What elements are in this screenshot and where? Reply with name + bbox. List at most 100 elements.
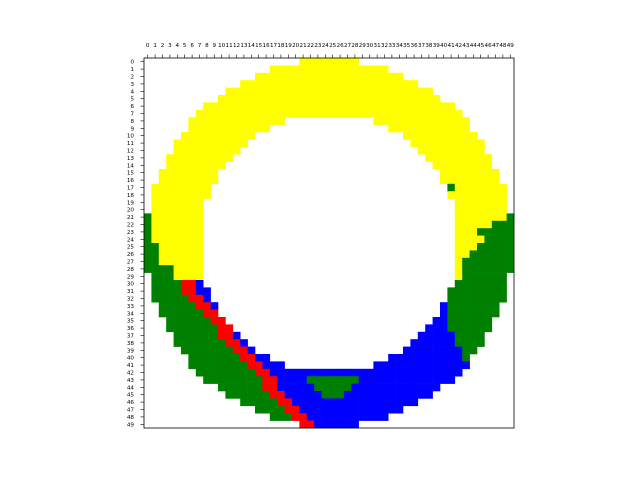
heatmap-cell-8-37 <box>417 117 426 125</box>
y-axis-ticks: 0123456789101112131415161718192021222324… <box>127 60 144 428</box>
heatmap-cell-10-6 <box>188 132 197 140</box>
heatmap-cell-49-22 <box>306 420 315 429</box>
heatmap-cell-10-11 <box>225 132 234 140</box>
heatmap-cell-44-32 <box>380 383 389 392</box>
heatmap-cell-17-4 <box>173 183 182 192</box>
heatmap-cell-48-28 <box>351 413 359 421</box>
heatmap-cell-21-49 <box>506 213 515 222</box>
heatmap-cell-45-11 <box>225 391 234 399</box>
heatmap-cell-3-21 <box>299 80 308 88</box>
heatmap-cell-2-31 <box>373 72 382 81</box>
heatmap-cell-28-47 <box>491 265 500 273</box>
heatmap-cell-11-41 <box>447 139 456 148</box>
heatmap-cell-34-40 <box>440 309 448 318</box>
heatmap-cell-31-47 <box>491 287 500 296</box>
heatmap-cell-27-43 <box>462 257 470 266</box>
heatmap-cell-14-46 <box>484 161 493 170</box>
heatmap-cell-44-34 <box>395 383 404 392</box>
heatmap-cell-41-9 <box>210 361 219 370</box>
heatmap-cell-25-4 <box>173 243 182 251</box>
heatmap-cell-45-23 <box>314 391 322 399</box>
x-tick-label: 9 <box>213 43 217 49</box>
heatmap-cell-11-13 <box>240 139 248 148</box>
heatmap-cell-28-3 <box>166 265 174 273</box>
heatmap-cell-20-44 <box>469 206 478 214</box>
heatmap-cell-40-6 <box>188 354 197 362</box>
y-tick-label: 21 <box>127 215 135 221</box>
heatmap-cell-38-5 <box>181 339 189 347</box>
y-tick-label: 32 <box>127 297 134 303</box>
heatmap-cell-6-28 <box>351 102 359 111</box>
heatmap-cell-44-23 <box>314 383 322 392</box>
heatmap-cell-10-44 <box>469 132 478 140</box>
heatmap-cell-37-6 <box>188 331 197 340</box>
heatmap-cell-7-18 <box>277 109 285 118</box>
heatmap-cell-34-43 <box>462 309 470 318</box>
heatmap-cell-43-37 <box>417 376 426 384</box>
heatmap-cell-46-22 <box>306 398 315 407</box>
heatmap-cell-20-3 <box>166 206 174 214</box>
heatmap-cell-15-47 <box>491 169 500 177</box>
heatmap-cell-43-8 <box>203 376 211 384</box>
heatmap-cell-15-5 <box>181 169 189 177</box>
heatmap-cell-5-15 <box>255 95 263 103</box>
heatmap-cell-41-7 <box>195 361 204 370</box>
heatmap-cell-45-35 <box>403 391 411 399</box>
heatmap-cell-15-8 <box>203 169 211 177</box>
heatmap-cell-29-7 <box>195 272 204 281</box>
heatmap-cell-7-21 <box>299 109 308 118</box>
heatmap-cell-27-2 <box>158 257 167 266</box>
heatmap-cell-31-7 <box>195 287 204 296</box>
heatmap-cell-42-14 <box>247 368 256 377</box>
heatmap-cell-12-38 <box>425 146 433 155</box>
heatmap-cell-35-40 <box>440 317 448 325</box>
y-tick-label: 30 <box>127 282 135 288</box>
heatmap-cell-47-16 <box>262 405 271 414</box>
heatmap-cell-7-34 <box>395 109 404 118</box>
heatmap-cell-42-33 <box>388 368 396 377</box>
heatmap-cell-28-45 <box>477 265 485 273</box>
heatmap-cell-43-31 <box>373 376 382 384</box>
heatmap-cell-17-5 <box>181 183 189 192</box>
heatmap-cell-21-42 <box>454 213 463 222</box>
heatmap-cell-41-12 <box>232 361 241 370</box>
heatmap-cell-7-23 <box>314 109 322 118</box>
heatmap-cell-15-2 <box>158 169 167 177</box>
heatmap-cell-45-15 <box>255 391 263 399</box>
heatmap-cell-16-47 <box>491 176 500 185</box>
heatmap-cell-30-5 <box>181 280 189 288</box>
heatmap-cell-43-18 <box>277 376 285 384</box>
heatmap-cell-3-25 <box>329 80 337 88</box>
heatmap-cell-5-36 <box>410 95 419 103</box>
heatmap-cell-1-20 <box>292 65 300 74</box>
heatmap-cell-31-43 <box>462 287 470 296</box>
heatmap-cell-42-7 <box>195 368 204 377</box>
heatmap-cell-46-33 <box>388 398 396 407</box>
heatmap-cell-27-6 <box>188 257 197 266</box>
heatmap-cell-18-4 <box>173 191 182 199</box>
heatmap-cell-6-36 <box>410 102 419 111</box>
heatmap-cell-9-41 <box>447 124 456 133</box>
heatmap-cell-10-43 <box>462 132 470 140</box>
heatmap-cell-26-44 <box>469 250 478 259</box>
heatmap-cell-34-46 <box>484 309 493 318</box>
heatmap-cell-34-7 <box>195 309 204 318</box>
heatmap-cell-48-18 <box>277 413 285 421</box>
heatmap-cell-19-2 <box>158 198 167 207</box>
heatmap-cell-16-44 <box>469 176 478 185</box>
heatmap-cell-46-20 <box>292 398 300 407</box>
heatmap-cell-24-42 <box>454 235 463 244</box>
y-tick-label: 25 <box>127 245 135 251</box>
heatmap-cell-39-7 <box>195 346 204 355</box>
heatmap-cell-39-9 <box>210 346 219 355</box>
heatmap-cell-11-42 <box>454 139 463 148</box>
heatmap-cell-29-5 <box>181 272 189 281</box>
heatmap-cell-1-30 <box>366 65 374 74</box>
heatmap-cell-16-5 <box>181 176 189 185</box>
heatmap-cell-42-42 <box>454 368 463 377</box>
heatmap-cell-47-22 <box>306 405 315 414</box>
heatmap-cell-13-43 <box>462 154 470 162</box>
heatmap-cell-23-45 <box>477 228 485 236</box>
heatmap-cell-28-44 <box>469 265 478 273</box>
heatmap-cell-30-6 <box>188 280 197 288</box>
